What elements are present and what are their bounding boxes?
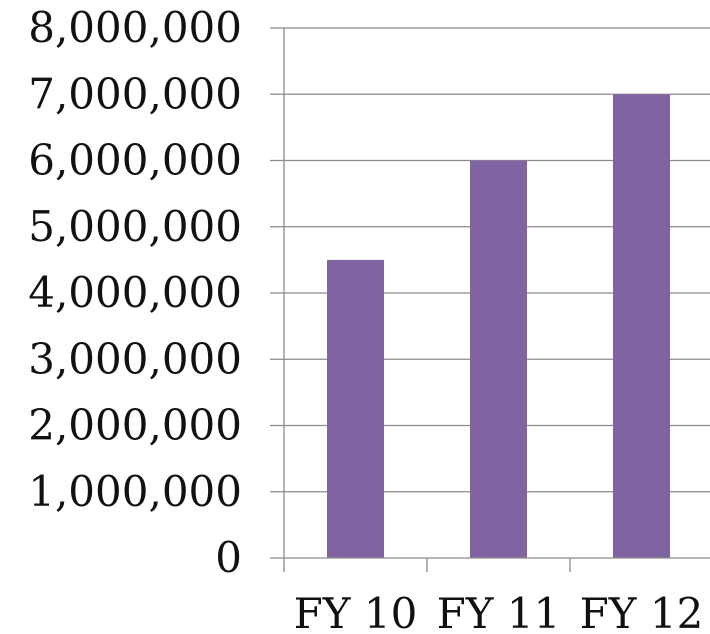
bar-fy-12	[613, 94, 670, 558]
x-tick-label: FY 12	[580, 589, 704, 634]
x-tick-label: FY 10	[294, 589, 418, 634]
bar-fy-10	[327, 260, 384, 558]
y-tick-labels: 0 1,000,000 2,000,000 3,000,000 4,000,000 5,0…	[28, 3, 242, 582]
y-tick-label: 5,000,000	[28, 202, 242, 251]
x-tick-label: FY 11	[437, 589, 561, 634]
y-tick-label: 3,000,000	[28, 334, 242, 383]
y-tick-label: 2,000,000	[28, 401, 242, 450]
y-tick-label: 7,000,000	[28, 69, 242, 118]
y-tick-label: 6,000,000	[28, 136, 242, 185]
y-tick-label: 1,000,000	[28, 467, 242, 516]
y-tick-label: 8,000,000	[28, 3, 242, 52]
bars	[327, 94, 670, 558]
y-tick-label: 4,000,000	[28, 268, 242, 317]
bar-fy-11	[470, 161, 527, 559]
x-tick-labels: FY 10 FY 11 FY 12	[294, 589, 704, 634]
y-tick-label: 0	[215, 533, 242, 582]
